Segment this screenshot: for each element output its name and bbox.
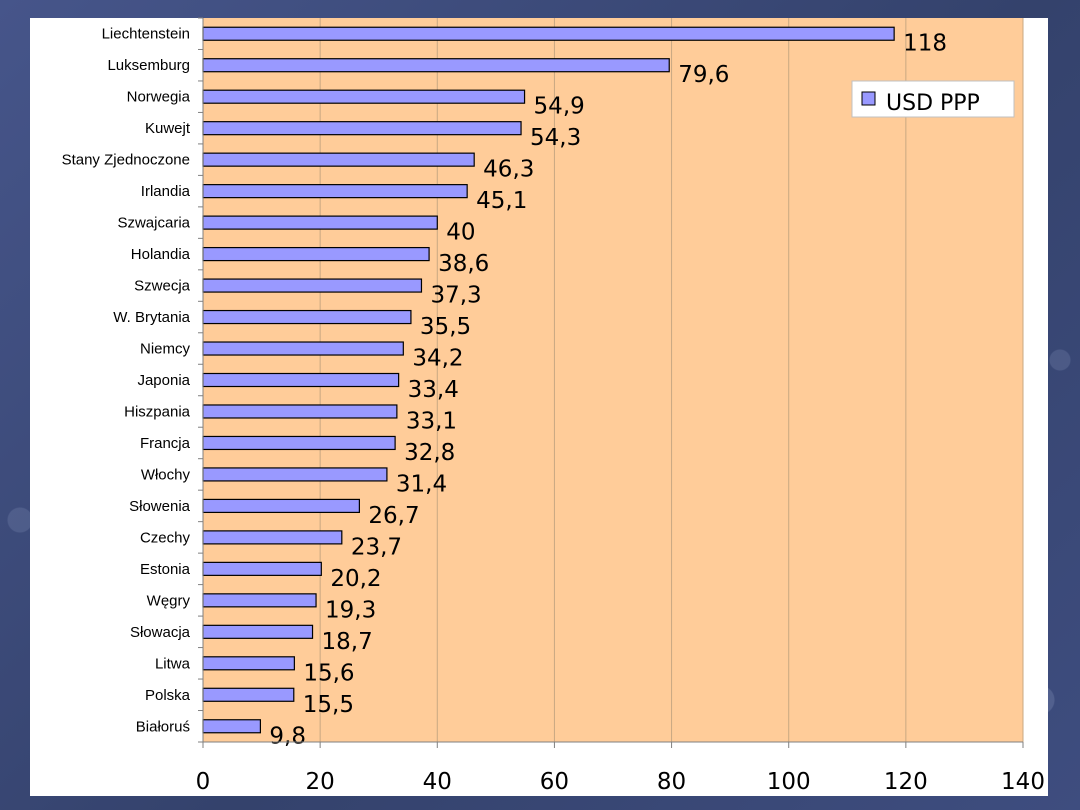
bar: [202, 687, 295, 702]
bar: [202, 593, 317, 608]
value-label: 118: [903, 31, 947, 57]
bar: [202, 372, 400, 388]
value-label: 54,3: [530, 125, 581, 151]
value-label: 54,9: [534, 94, 585, 120]
bar: [202, 404, 398, 419]
value-label: 40: [446, 220, 475, 246]
x-tick-label: 40: [423, 769, 452, 795]
bar: [202, 278, 423, 293]
value-label: 20,2: [330, 566, 381, 592]
value-label: 35,5: [420, 314, 471, 340]
bar: [202, 719, 262, 734]
value-label: 18,7: [322, 629, 373, 655]
value-label: 38,6: [438, 251, 489, 277]
category-label: Litwa: [155, 655, 191, 672]
bar: [202, 26, 895, 41]
value-label: 45,1: [476, 188, 527, 214]
value-label: 33,4: [408, 377, 459, 403]
legend-label: USD PPP: [886, 91, 980, 116]
category-label: Włochy: [141, 466, 191, 483]
category-label: Japonia: [137, 372, 190, 389]
bar: [202, 498, 360, 514]
category-label: Liechtenstein: [102, 26, 190, 43]
legend-swatch: [861, 91, 876, 106]
category-label: Polska: [145, 687, 191, 704]
category-label: Białoruś: [136, 718, 190, 735]
x-tick-label: 80: [657, 769, 686, 795]
x-tick-label: 60: [540, 769, 569, 795]
bar: [202, 246, 430, 262]
bar: [202, 152, 475, 167]
value-label: 31,4: [396, 471, 447, 497]
value-label: 26,7: [368, 503, 419, 529]
category-label: W. Brytania: [113, 309, 190, 326]
value-label: 23,7: [351, 534, 402, 560]
bar: [202, 309, 412, 325]
category-label: Holandia: [131, 246, 191, 263]
bar: [202, 530, 343, 545]
value-label: 15,5: [303, 692, 354, 718]
x-tick-label: 0: [196, 769, 211, 795]
bar: [202, 561, 322, 576]
value-label: 79,6: [678, 62, 729, 88]
category-label: Francja: [140, 435, 191, 452]
category-label: Niemcy: [140, 341, 191, 358]
category-label: Węgry: [147, 592, 191, 609]
x-tick-label: 120: [884, 769, 928, 795]
x-tick-label: 140: [1001, 769, 1045, 795]
legend-box: [851, 80, 1015, 118]
category-label: Norwegia: [127, 89, 191, 106]
category-label: Słowacja: [130, 624, 191, 641]
bar: [202, 58, 670, 73]
bar: [202, 341, 404, 356]
category-label: Czechy: [140, 529, 191, 546]
value-label: 9,8: [269, 723, 306, 749]
category-label: Hiszpania: [124, 403, 191, 420]
bar: [202, 467, 388, 482]
value-label: 32,8: [404, 440, 455, 466]
bar: [202, 656, 295, 671]
category-label: Słowenia: [129, 498, 191, 515]
bar: [202, 89, 526, 104]
category-label: Stany Zjednoczone: [62, 152, 190, 169]
category-label: Irlandia: [141, 183, 191, 200]
category-label: Szwajcaria: [117, 215, 190, 232]
category-label: Estonia: [140, 561, 191, 578]
category-label: Szwecja: [134, 278, 191, 295]
gridlines: [319, 18, 1024, 742]
value-label: 33,1: [406, 408, 457, 434]
category-label: Luksemburg: [107, 57, 190, 74]
x-axis: 0 20 40 60 80 100 120 140: [196, 17, 1045, 795]
x-tick-label: 20: [306, 769, 335, 795]
bar: [202, 215, 438, 230]
bar: [202, 184, 468, 199]
value-label: 46,3: [483, 157, 534, 183]
bars: [202, 26, 895, 734]
value-label: 34,2: [412, 346, 463, 372]
value-label: 19,3: [325, 597, 376, 623]
value-label: 37,3: [430, 283, 481, 309]
category-labels: Liechtenstein Luksemburg Norwegia Kuwejt Sta…: [62, 26, 191, 736]
value-labels: 118 79,6 54,9 54,3 46,3 45,140 38,6 37,3 35,5 34,…: [269, 31, 947, 750]
x-tick-label: 100: [767, 769, 811, 795]
legend: USD PPP: [851, 80, 1015, 118]
bar: [202, 624, 314, 639]
category-label: Kuwejt: [145, 120, 191, 137]
bar: [202, 435, 396, 451]
value-label: 15,6: [303, 660, 354, 686]
bar: [202, 121, 522, 136]
